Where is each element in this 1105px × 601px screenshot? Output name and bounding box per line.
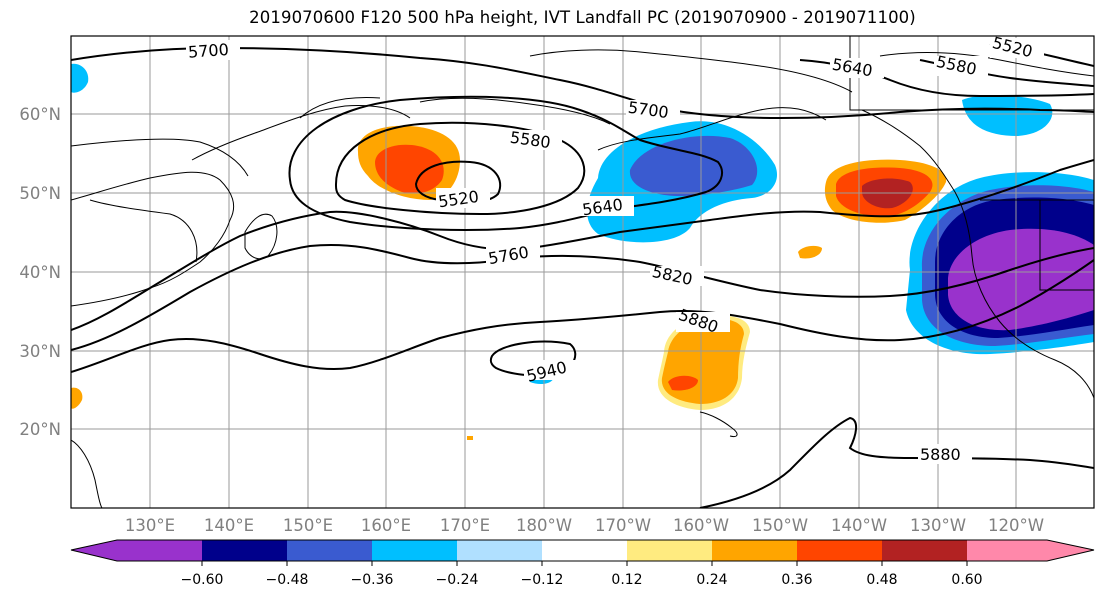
lon-label: 130°E <box>125 516 175 535</box>
negative-anomaly-alaska-north <box>962 95 1053 136</box>
positive-anomaly-small <box>798 245 822 259</box>
colorbar-segment <box>882 540 968 561</box>
contour-labels: 5700 5700 5640 5580 5520 5580 5520 5640 … <box>186 36 1044 464</box>
colorbar-segment <box>457 540 543 561</box>
contour-5880 <box>71 259 1094 373</box>
contour-5700 <box>71 46 1094 120</box>
figure-title: 2019070600 F120 500 hPa height, IVT Land… <box>249 8 916 27</box>
colorbar-segment <box>797 540 883 561</box>
lon-label: 180°W <box>516 516 572 535</box>
colorbar-tick-label: −0.48 <box>266 572 309 588</box>
positive-anomaly-left-edge <box>71 387 83 409</box>
colorbar-extend-low <box>71 540 118 561</box>
lat-label: 40°N <box>19 263 61 282</box>
longitude-labels: 130°E 140°E 150°E 160°E 170°E 180°W 170°… <box>125 516 1044 535</box>
lon-label: 150°W <box>752 516 808 535</box>
colorbar-tick-label: 0.48 <box>866 572 897 588</box>
negative-anomaly-left-edge <box>71 63 89 93</box>
colorbar-segment <box>372 540 458 561</box>
lon-label: 120°W <box>988 516 1044 535</box>
colorbar-labels: −0.60 −0.48 −0.36 −0.24 −0.12 0.12 0.24 … <box>181 572 983 588</box>
lat-label: 30°N <box>19 342 61 361</box>
map-area: 5700 5700 5640 5580 5520 5580 5520 5640 … <box>71 36 1094 508</box>
contour-label: 5700 <box>187 40 229 62</box>
lat-label: 20°N <box>19 420 61 439</box>
lon-label: 150°E <box>283 516 333 535</box>
contour-5880-b <box>699 416 1094 508</box>
contour-5520 <box>414 160 502 204</box>
contour-5760 <box>71 159 1094 331</box>
colorbar-tick-label: 0.60 <box>951 572 982 588</box>
colorbar-ticks <box>201 561 968 566</box>
lat-label: 60°N <box>19 105 61 124</box>
positive-anomaly-tiny <box>467 436 473 440</box>
colorbar-segment <box>967 540 1047 561</box>
lon-label: 140°W <box>831 516 887 535</box>
latitude-labels: 60°N 50°N 40°N 30°N 20°N <box>19 105 61 439</box>
colorbar-outline <box>70 539 1095 562</box>
negative-anomaly-western-us-core <box>948 228 1094 331</box>
colorbar-tick-label: 0.24 <box>696 572 727 588</box>
lon-label: 160°E <box>361 516 411 535</box>
colorbar-tick-label: −0.36 <box>351 572 394 588</box>
colorbar-segment <box>712 540 798 561</box>
colorbar-tick-label: −0.12 <box>521 572 564 588</box>
colorbar-extend-high <box>1046 540 1094 561</box>
colorbar-tick-label: 0.12 <box>611 572 642 588</box>
positive-anomaly-north-of-hawaii-max <box>668 375 698 391</box>
lon-label: 140°E <box>204 516 254 535</box>
contour-5640-a <box>288 95 723 231</box>
colorbar-segment <box>627 540 713 561</box>
map-frame <box>70 35 1095 509</box>
lon-label: 170°W <box>595 516 651 535</box>
positive-anomaly-kamchatka-core <box>375 144 444 194</box>
colorbar-tick-label: −0.24 <box>436 572 479 588</box>
lon-label: 130°W <box>910 516 966 535</box>
contour-5580 <box>334 121 586 216</box>
contour-label: 5880 <box>920 445 961 464</box>
lat-label: 50°N <box>19 184 61 203</box>
contour-5820 <box>71 243 1094 351</box>
colorbar-tick-label: 0.36 <box>781 572 812 588</box>
colorbar: −0.60 −0.48 −0.36 −0.24 −0.12 0.12 0.24 … <box>70 539 1095 588</box>
colorbar-segment <box>287 540 373 561</box>
negative-anomaly-gulf-of-alaska-core <box>629 135 758 196</box>
colorbar-segment <box>202 540 288 561</box>
colorbar-tick-label: −0.60 <box>181 572 224 588</box>
colorbar-segment <box>117 540 203 561</box>
lon-label: 170°E <box>440 516 490 535</box>
lon-label: 160°W <box>673 516 729 535</box>
colorbar-segment <box>542 540 628 561</box>
